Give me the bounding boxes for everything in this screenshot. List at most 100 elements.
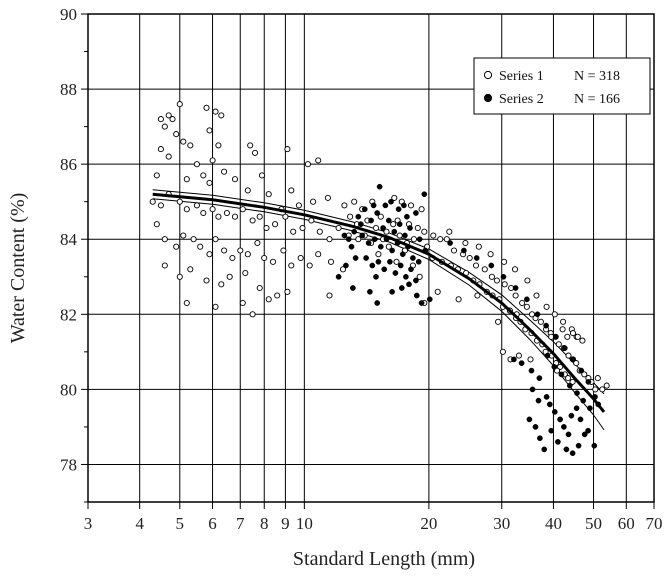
plot-frame xyxy=(87,13,655,503)
series-1-point xyxy=(418,206,425,213)
series-2-point xyxy=(368,217,374,224)
series-2-point xyxy=(587,405,593,412)
series-1-point xyxy=(218,281,225,288)
series-1-point xyxy=(355,236,362,243)
series-2-point xyxy=(373,273,379,280)
series-1-point xyxy=(377,213,384,220)
series-1-point xyxy=(327,258,335,265)
x-axis-title: Standard Length (mm) xyxy=(293,548,475,570)
series-1-point xyxy=(385,243,392,250)
series-2-point xyxy=(404,213,410,220)
series-1-point xyxy=(165,153,172,160)
series-1-point xyxy=(187,266,194,273)
series-1-point xyxy=(212,236,219,243)
series-2-point xyxy=(543,394,550,400)
series-2-point xyxy=(406,281,412,288)
series-1-point xyxy=(512,292,519,299)
series-1-point xyxy=(200,209,207,217)
series-2-point xyxy=(410,255,416,261)
series-2-point xyxy=(534,311,541,318)
fit-curve xyxy=(152,192,606,413)
series-1-point xyxy=(501,258,508,265)
series-2-point xyxy=(389,288,395,295)
series-2-point xyxy=(387,258,393,265)
legend-series-1-name: Series 1 xyxy=(499,69,544,84)
series-1-point xyxy=(543,303,550,310)
series-2-point xyxy=(399,251,406,258)
series-2-point xyxy=(580,397,587,404)
y-tick-label: 86 xyxy=(60,155,77,174)
series-1-point xyxy=(555,341,562,348)
series-1-point xyxy=(231,213,239,220)
series-1-point xyxy=(430,232,437,239)
series-1-point xyxy=(218,112,225,119)
series-2-point xyxy=(358,221,364,228)
series-2-point xyxy=(367,288,373,295)
series-2-point xyxy=(574,390,580,396)
series-1-point xyxy=(173,243,180,250)
legend: Series 1 N = 318 Series 2 N = 166 xyxy=(473,57,651,115)
x-tick-label: 6 xyxy=(208,514,217,533)
series-2-point xyxy=(535,397,542,404)
series-1-point xyxy=(347,213,354,220)
series-2-point xyxy=(552,333,559,340)
series-2-point xyxy=(350,285,356,291)
series-2-point xyxy=(536,375,543,381)
series-2-point xyxy=(376,183,383,190)
series-1-point xyxy=(157,202,164,209)
series-2-point xyxy=(341,232,348,239)
series-1-point xyxy=(434,288,441,295)
series-2-point xyxy=(544,352,551,359)
series-1-point xyxy=(161,262,168,269)
series-2-point xyxy=(377,243,384,250)
series-2-point xyxy=(581,431,588,438)
x-tick-label: 50 xyxy=(585,514,602,533)
series-1-point xyxy=(176,101,183,108)
series-1-point xyxy=(265,191,272,198)
series-1-point xyxy=(251,149,259,156)
series-1-point xyxy=(527,356,534,363)
x-tick-label: 5 xyxy=(176,514,185,533)
series-1-point xyxy=(247,142,254,149)
series-1-point xyxy=(599,386,606,393)
series-1-point xyxy=(315,157,322,164)
series-2-point xyxy=(408,266,414,273)
series-1-point xyxy=(421,228,428,235)
series-1-point xyxy=(528,311,536,318)
series-1-point xyxy=(564,333,571,340)
series-1-point xyxy=(223,209,230,217)
series-2-point xyxy=(528,367,535,374)
series-2-point xyxy=(403,273,409,280)
series-1-point xyxy=(335,224,342,232)
series-2-point xyxy=(348,243,355,250)
series-2-point xyxy=(473,255,480,261)
series-1-point xyxy=(157,116,164,123)
series-1-point xyxy=(173,131,180,138)
series-2-point xyxy=(413,210,419,216)
series-1-point xyxy=(603,382,610,389)
series-1-point xyxy=(391,194,398,201)
series-2-point xyxy=(543,322,549,329)
series-2-point xyxy=(351,228,358,235)
series-2-point xyxy=(416,236,423,243)
series-1-point xyxy=(581,371,588,378)
series-2-point xyxy=(585,427,591,434)
series-1-point xyxy=(288,262,295,269)
series-1-point xyxy=(592,386,599,393)
series-1-point xyxy=(249,311,256,318)
series-1-point xyxy=(326,292,333,299)
series-1-point xyxy=(446,228,453,235)
series-2-point xyxy=(569,356,576,363)
series-1-point xyxy=(288,187,295,194)
series-1-point xyxy=(573,360,580,367)
series-1-point xyxy=(215,142,222,149)
series-1-point xyxy=(244,187,251,194)
series-2-point xyxy=(566,382,573,389)
series-1-point xyxy=(407,202,415,209)
series-2-point xyxy=(447,240,453,246)
series-1-point xyxy=(157,146,164,153)
x-tick-labels: 3 4 5 6 7 8 9 10 20 30 40 50 60 70 xyxy=(84,514,663,533)
series-2-point xyxy=(389,247,395,254)
series-2-point xyxy=(529,386,536,393)
series-2-points xyxy=(335,183,602,457)
